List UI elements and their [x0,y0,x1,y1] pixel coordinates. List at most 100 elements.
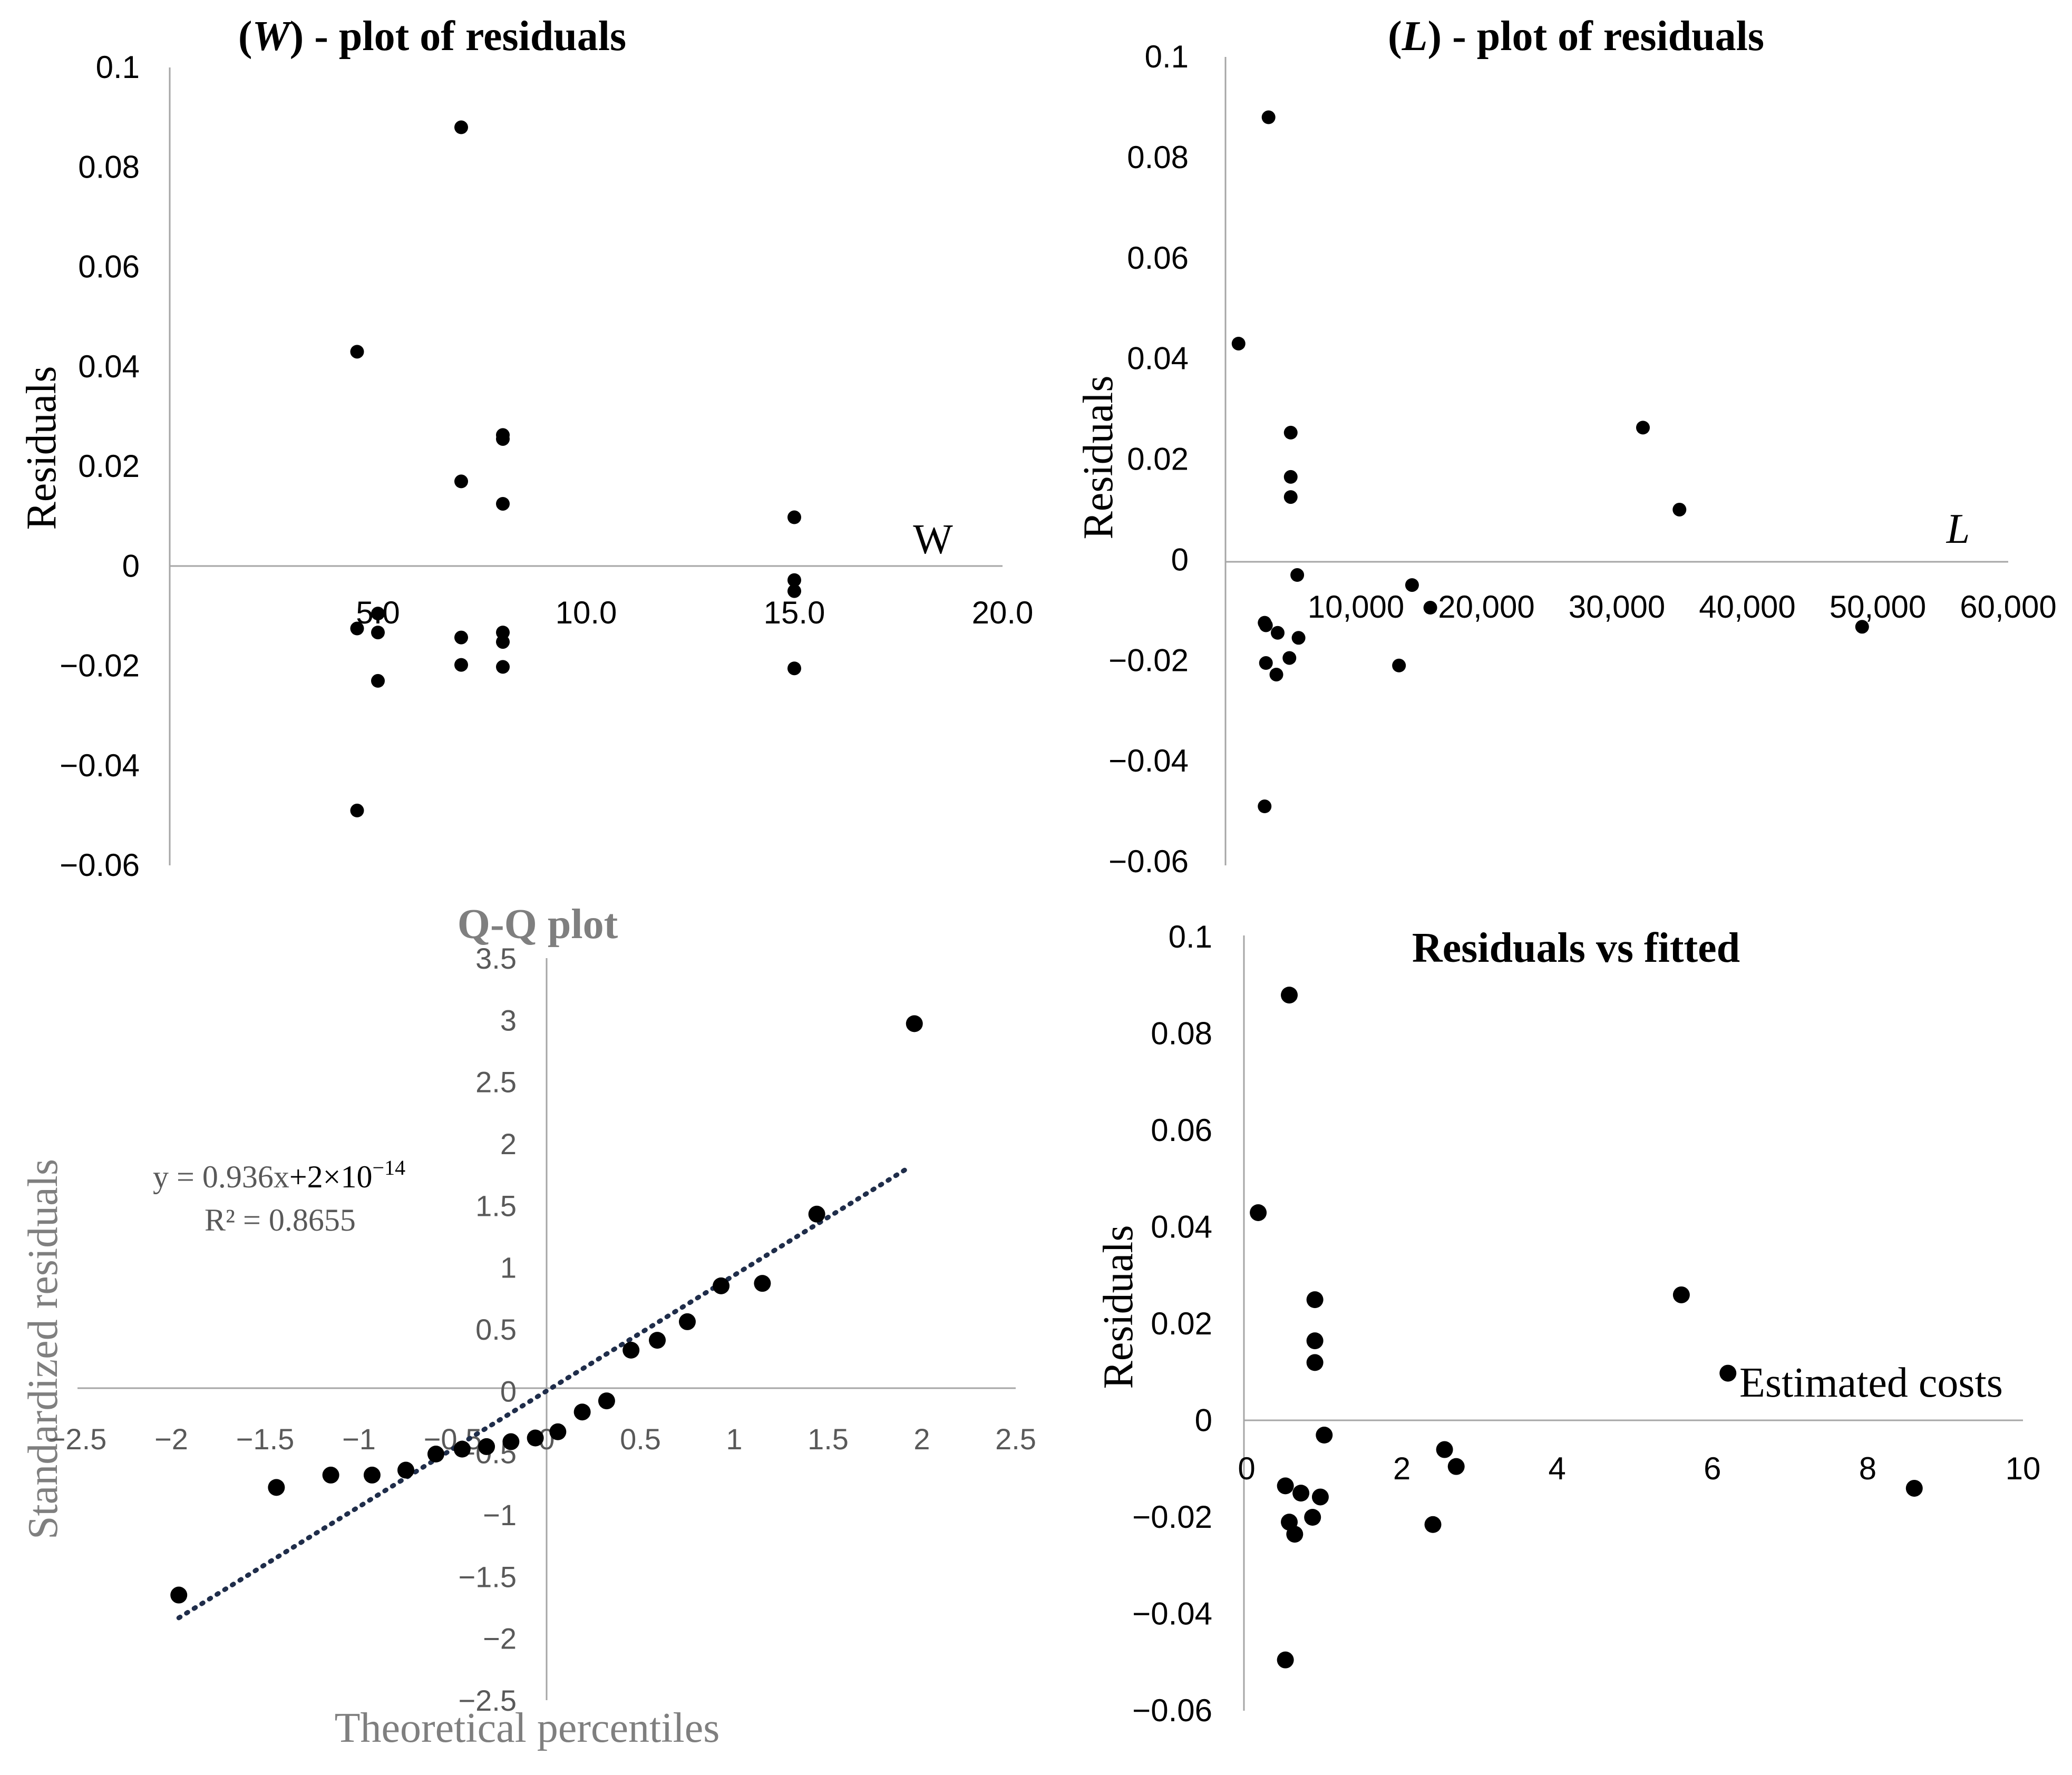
y-tick-label: −1.5 [458,1560,517,1593]
y-tick-label: 0.02 [1151,1306,1212,1341]
x-tick-label: 4 [1549,1451,1566,1486]
data-point [1258,799,1272,814]
data-point [1306,1332,1324,1350]
data-point [1250,1204,1267,1221]
data-point [371,674,385,688]
l-x-axis-label: L [1946,506,1970,552]
x-tick-label: 40,000 [1699,589,1796,625]
x-tick-label: 6 [1704,1451,1721,1486]
y-tick-label: 2.5 [475,1066,517,1099]
qq-x-axis-label: Theoretical percentiles [335,1705,720,1751]
qq-trend-equation: y = 0.936x+2×10−14 [153,1156,405,1194]
data-point [371,626,385,640]
data-point [454,630,468,645]
data-point [454,474,468,489]
trend-line [176,1165,911,1621]
x-tick-label: 0.5 [620,1422,661,1456]
y-tick-label: −0.06 [1108,844,1189,879]
y-tick-label: −0.02 [1132,1499,1212,1535]
data-point [808,1205,825,1223]
y-tick-label: 0.1 [1169,919,1212,954]
fitted-panel-title: Residuals vs fitted [1412,925,1740,971]
data-point [1292,1485,1310,1502]
w-residuals-panel: (W) - plot of residuals W Residuals 0.1 0… [18,13,1033,883]
y-tick-label: −0.02 [1108,642,1189,678]
data-point [1306,1291,1324,1309]
data-point [1405,578,1419,592]
y-tick-label: 0.02 [78,448,140,484]
data-point [1283,490,1298,504]
y-tick-label: 3.5 [475,942,517,975]
y-tick-label: 0 [122,548,140,583]
data-point [1304,1509,1321,1526]
y-tick-label: −0.02 [60,648,140,684]
y-tick-label: 0.04 [78,349,140,384]
data-point [1905,1479,1923,1497]
x-tick-label: 2.5 [995,1422,1036,1456]
data-point [1231,336,1246,350]
x-tick-label: 60,000 [1960,589,2057,625]
y-tick-label: 0.08 [1151,1016,1212,1051]
data-point [1719,1364,1737,1382]
x-tick-label: 8 [1859,1451,1876,1486]
data-point [1423,601,1437,615]
y-tick-label: 0.06 [1151,1113,1212,1148]
data-point [1259,656,1273,670]
x-tick-label: 2 [913,1422,930,1456]
data-point [787,510,801,524]
x-tick-label: 10.0 [556,595,617,630]
data-point [713,1277,730,1294]
y-tick-label: −2 [483,1622,517,1655]
data-point [496,432,510,446]
data-point [454,120,468,134]
data-point [573,1403,591,1421]
y-tick-label: 0.08 [1127,140,1189,175]
data-point [1311,1488,1329,1506]
x-tick-label: 50,000 [1830,589,1927,625]
x-tick-label: −1 [342,1422,376,1456]
data-point [268,1479,285,1496]
w-y-axis-label: Residuals [18,366,65,530]
data-point [350,621,364,636]
data-point [1672,1286,1690,1303]
data-point [363,1466,381,1484]
l-y-axis-label: Residuals [1075,375,1122,539]
data-point [1636,421,1650,435]
y-tick-label: −0.06 [1132,1693,1212,1728]
data-point [371,607,385,621]
data-point [427,1446,444,1463]
y-tick-label: 2 [500,1127,517,1160]
x-tick-label: −1.5 [236,1422,295,1456]
x-tick-label: 1.5 [808,1422,849,1456]
x-tick-label: 15.0 [764,595,825,630]
data-point [453,1440,471,1458]
data-point [1436,1441,1453,1458]
w-x-axis-label: W [913,516,953,563]
l-panel-title: (L) - plot of residuals [1388,13,1764,60]
data-point [496,496,510,511]
data-point [1447,1458,1465,1475]
y-tick-label: 1.5 [475,1189,517,1222]
data-point [906,1015,923,1032]
data-point [1269,667,1283,681]
y-tick-label: 0.04 [1151,1210,1212,1245]
y-tick-label: −0.04 [1108,743,1189,778]
x-tick-label: 0 [1238,1451,1255,1486]
x-tick-label: 20,000 [1438,589,1535,625]
data-point [1672,502,1687,516]
data-point [350,803,364,817]
residuals-vs-fitted-panel: Residuals vs fitted Estimated costs Resi… [1095,919,2040,1728]
qq-r-squared: R² = 0.8655 [205,1203,356,1237]
y-tick-label: 0.5 [475,1313,517,1346]
x-tick-label: −2.5 [48,1422,107,1456]
data-point [496,635,510,649]
data-point [322,1466,339,1484]
y-tick-label: 0.06 [1127,240,1189,276]
data-point [1290,568,1305,582]
y-tick-label: 0 [1195,1403,1212,1438]
data-point [1277,1651,1294,1669]
data-point [1259,618,1273,632]
y-tick-label: −0.06 [60,847,140,883]
data-point [679,1313,696,1330]
